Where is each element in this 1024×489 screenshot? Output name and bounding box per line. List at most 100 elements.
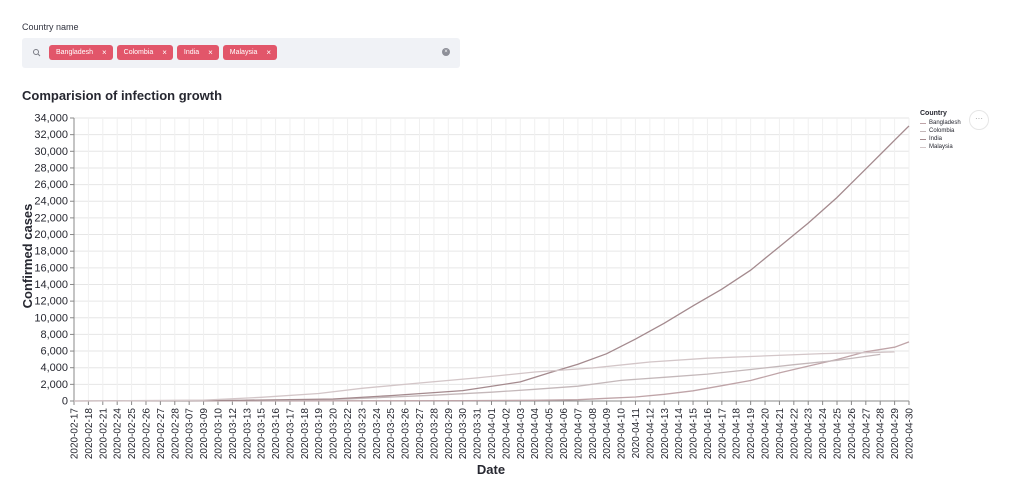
x-tick-label: 2020-02-28	[170, 408, 181, 460]
x-tick-label: 2020-03-24	[372, 408, 383, 460]
x-tick-label: 2020-02-18	[84, 408, 95, 460]
x-tick-label: 2020-03-23	[357, 408, 368, 460]
legend-swatch	[920, 130, 926, 132]
x-tick-label: 2020-04-29	[890, 408, 901, 460]
chip-label: Bangladesh	[56, 49, 93, 56]
axes: 0 2,000 4,000 6,000 8,000 10,000 12,000 14,000 1…	[34, 113, 915, 460]
legend-label: Bangladesh	[929, 120, 961, 126]
series-lines	[73, 125, 910, 402]
chip-remove-icon[interactable]: ×	[208, 48, 213, 57]
x-tick-label: 2020-03-10	[213, 408, 224, 460]
x-tick-label: 2020-03-31	[473, 408, 484, 460]
y-tick-label: 34,000	[34, 113, 68, 125]
x-tick-label: 2020-04-03	[516, 408, 527, 460]
chip-colombia: Colombia ×	[116, 45, 173, 60]
x-tick-label: 2020-04-08	[588, 408, 599, 460]
x-tick-label: 2020-03-30	[458, 408, 469, 460]
clear-all-icon[interactable]: ×	[442, 48, 450, 56]
x-tick-label: 2020-03-15	[257, 408, 268, 460]
y-tick-label: 28,000	[34, 162, 68, 174]
x-tick-label: 2020-04-05	[545, 408, 556, 460]
x-tick-label: 2020-03-28	[429, 408, 440, 460]
x-tick-label: 2020-03-25	[386, 408, 397, 460]
x-tick-label: 2020-04-11	[631, 408, 642, 459]
y-tick-label: 10,000	[34, 312, 68, 324]
y-axis-label: Confirmed cases	[20, 204, 35, 309]
chart-legend: Country Bangladesh Colombia India Malays…	[920, 110, 961, 151]
legend-item-bangladesh[interactable]: Bangladesh	[920, 119, 961, 127]
y-tick-label: 30,000	[34, 146, 68, 158]
series-line-colombia	[189, 353, 881, 402]
y-tick-label: 12,000	[34, 296, 68, 308]
x-tick-label: 2020-02-21	[98, 408, 109, 460]
y-tick-label: 24,000	[34, 196, 68, 208]
x-tick-label: 2020-04-27	[861, 408, 872, 460]
x-tick-label: 2020-02-17	[70, 408, 81, 460]
x-tick-label: 2020-04-09	[602, 408, 613, 460]
x-tick-label: 2020-03-18	[300, 408, 311, 460]
legend-label: India	[929, 136, 943, 142]
x-axis-label: Date	[477, 462, 505, 477]
legend-swatch	[920, 146, 926, 148]
x-tick-label: 2020-04-24	[818, 408, 829, 460]
x-tick-label: 2020-04-12	[645, 408, 656, 460]
series-line-malaysia	[73, 351, 895, 402]
chip-malaysia: Malaysia ×	[222, 45, 278, 60]
search-icon	[33, 49, 41, 57]
y-tick-label: 14,000	[34, 279, 68, 291]
legend-item-malaysia[interactable]: Malaysia	[920, 143, 961, 151]
chip-remove-icon[interactable]: ×	[266, 48, 272, 57]
y-tick-label: 6,000	[40, 346, 68, 358]
chip-label: India	[183, 49, 200, 56]
x-tick-label: 2020-04-26	[847, 408, 858, 460]
x-tick-label: 2020-03-22	[343, 408, 354, 460]
legend-swatch	[920, 138, 926, 140]
legend-item-colombia[interactable]: Colombia	[920, 127, 961, 135]
chip-india: India ×	[176, 45, 219, 60]
legend-item-india[interactable]: India	[920, 135, 961, 143]
x-tick-label: 2020-02-27	[156, 408, 167, 460]
x-tick-label: 2020-04-13	[660, 408, 671, 460]
x-tick-label: 2020-04-15	[689, 408, 700, 460]
chip-remove-icon[interactable]: ×	[162, 48, 167, 57]
x-tick-label: 2020-03-17	[285, 408, 296, 460]
legend-swatch	[920, 122, 926, 124]
series-line-bangladesh	[203, 341, 910, 402]
chart-title: Comparision of infection growth	[22, 88, 223, 103]
x-tick-label: 2020-04-17	[717, 408, 728, 460]
x-tick-label: 2020-04-28	[876, 408, 887, 460]
x-tick-label: 2020-04-18	[732, 408, 743, 460]
x-tick-label: 2020-03-27	[415, 408, 426, 460]
selected-chips: Bangladesh × Colombia × India × Malaysia…	[49, 45, 278, 60]
x-tick-label: 2020-03-16	[271, 408, 282, 460]
x-tick-label: 2020-04-02	[501, 408, 512, 460]
x-tick-label: 2020-03-20	[329, 408, 340, 460]
country-filter-label: Country name	[22, 22, 79, 32]
chip-label: Malaysia	[229, 49, 258, 56]
y-tick-label: 8,000	[40, 329, 68, 341]
x-tick-label: 2020-04-25	[833, 408, 844, 460]
legend-title: Country	[920, 110, 947, 117]
x-tick-label: 2020-03-19	[314, 408, 325, 460]
country-multiselect[interactable]: Bangladesh × Colombia × India × Malaysia…	[22, 38, 460, 68]
y-tick-label: 26,000	[34, 179, 68, 191]
x-tick-label: 2020-03-29	[444, 408, 455, 460]
series-line-india	[73, 125, 910, 402]
x-tick-label: 2020-04-06	[559, 408, 570, 460]
chip-remove-icon[interactable]: ×	[101, 48, 107, 57]
x-tick-label: 2020-04-30	[905, 408, 916, 460]
chip-bangladesh: Bangladesh ×	[49, 45, 113, 60]
gridlines	[73, 117, 910, 402]
x-tick-label: 2020-04-19	[746, 408, 757, 460]
y-tick-label: 22,000	[34, 212, 68, 224]
x-tick-label: 2020-03-26	[401, 408, 412, 460]
x-tick-label: 2020-04-21	[775, 408, 786, 460]
chart-more-options-button[interactable]: ···	[969, 110, 989, 130]
x-tick-label: 2020-02-26	[141, 408, 152, 460]
x-tick-label: 2020-04-04	[530, 408, 541, 460]
x-tick-label: 2020-04-07	[573, 408, 584, 460]
x-tick-label: 2020-04-20	[761, 408, 772, 460]
chip-label: Colombia	[123, 49, 154, 56]
x-tick-label: 2020-04-23	[804, 408, 815, 460]
y-tick-label: 2,000	[40, 379, 68, 391]
